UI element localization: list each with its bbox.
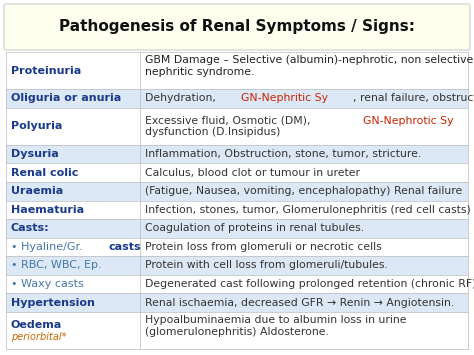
Text: GN-Nephrotic Sy: GN-Nephrotic Sy (363, 116, 454, 126)
Text: Casts:: Casts: (11, 223, 50, 233)
Bar (6, 275, 468, 293)
Text: Protein loss from glomeruli or necrotic cells: Protein loss from glomeruli or necrotic … (145, 242, 382, 252)
FancyBboxPatch shape (4, 4, 470, 50)
Text: GN-Nephritic Sy: GN-Nephritic Sy (241, 93, 328, 103)
Text: Polyuria: Polyuria (11, 121, 63, 131)
Bar (6, 312, 468, 349)
Text: • RBC, WBC, Ep.: • RBC, WBC, Ep. (11, 261, 101, 271)
Text: Renal colic: Renal colic (11, 168, 78, 178)
Bar (6, 293, 468, 312)
Text: dysfunction (D.Insipidus): dysfunction (D.Insipidus) (145, 126, 280, 137)
Text: Infection, stones, tumor, Glomerulonephritis (red cell casts): Infection, stones, tumor, Glomerulonephr… (145, 205, 471, 215)
Text: Excessive fluid, Osmotic (DM),: Excessive fluid, Osmotic (DM), (145, 116, 314, 126)
Bar (6, 89, 468, 108)
Text: Dehydration,: Dehydration, (145, 93, 219, 103)
Bar (6, 182, 468, 201)
Text: Haematuria: Haematuria (11, 205, 84, 215)
Text: , renal failure, obstruction.: , renal failure, obstruction. (353, 93, 474, 103)
Bar (6, 52, 468, 89)
Bar (6, 219, 468, 237)
Text: Dysuria: Dysuria (11, 149, 59, 159)
Bar (6, 108, 468, 145)
Text: Proteinuria: Proteinuria (11, 66, 81, 76)
Text: periorbital*: periorbital* (11, 332, 66, 342)
Text: Protein with cell loss from glomeruli/tubules.: Protein with cell loss from glomeruli/tu… (145, 261, 388, 271)
Text: Degenerated cast following prolonged retention (chronic RF): Degenerated cast following prolonged ret… (145, 279, 474, 289)
Text: Renal ischaemia, decreased GFR → Renin → Angiotensin.: Renal ischaemia, decreased GFR → Renin →… (145, 297, 454, 307)
Bar (6, 256, 468, 275)
Text: Pathogenesis of Renal Symptoms / Signs:: Pathogenesis of Renal Symptoms / Signs: (59, 20, 415, 34)
Text: (Fatigue, Nausea, vomiting, encephalopathy) Renal failure: (Fatigue, Nausea, vomiting, encephalopat… (145, 186, 462, 196)
Text: casts: casts (108, 242, 141, 252)
Text: Uraemia: Uraemia (11, 186, 63, 196)
Text: Oedema: Oedema (11, 320, 62, 330)
Text: GBM Damage – Selective (albumin)-nephrotic, non selective
nephritic syndrome.: GBM Damage – Selective (albumin)-nephrot… (145, 55, 473, 77)
Text: Hypoalbuminaemia due to albumin loss in urine
(glomerulonephritis) Aldosterone.: Hypoalbuminaemia due to albumin loss in … (145, 315, 406, 337)
Text: Inflammation, Obstruction, stone, tumor, stricture.: Inflammation, Obstruction, stone, tumor,… (145, 149, 421, 159)
Bar (6, 237, 468, 256)
Text: Calculus, blood clot or tumour in ureter: Calculus, blood clot or tumour in ureter (145, 168, 360, 178)
Text: • Hyaline/Gr.: • Hyaline/Gr. (11, 242, 86, 252)
Text: • Waxy casts: • Waxy casts (11, 279, 84, 289)
Text: Hypertension: Hypertension (11, 297, 95, 307)
Text: Oliguria or anuria: Oliguria or anuria (11, 93, 121, 103)
Bar (6, 163, 468, 182)
Bar (6, 145, 468, 163)
Text: Coagulation of proteins in renal tubules.: Coagulation of proteins in renal tubules… (145, 223, 364, 233)
Bar (6, 201, 468, 219)
